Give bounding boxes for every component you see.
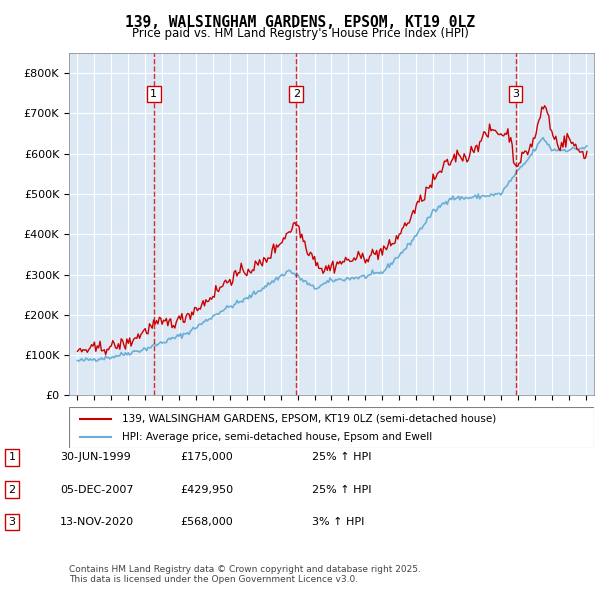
Text: HPI: Average price, semi-detached house, Epsom and Ewell: HPI: Average price, semi-detached house,…	[121, 432, 432, 442]
Text: 3: 3	[8, 517, 16, 527]
Text: 1: 1	[8, 453, 16, 462]
Text: Price paid vs. HM Land Registry's House Price Index (HPI): Price paid vs. HM Land Registry's House …	[131, 27, 469, 40]
Text: 25% ↑ HPI: 25% ↑ HPI	[312, 485, 371, 494]
Text: 139, WALSINGHAM GARDENS, EPSOM, KT19 0LZ: 139, WALSINGHAM GARDENS, EPSOM, KT19 0LZ	[125, 15, 475, 30]
Text: 05-DEC-2007: 05-DEC-2007	[60, 485, 133, 494]
Text: 3: 3	[512, 89, 519, 99]
Text: 13-NOV-2020: 13-NOV-2020	[60, 517, 134, 527]
Text: 25% ↑ HPI: 25% ↑ HPI	[312, 453, 371, 462]
Text: Contains HM Land Registry data © Crown copyright and database right 2025.
This d: Contains HM Land Registry data © Crown c…	[69, 565, 421, 584]
FancyBboxPatch shape	[69, 407, 594, 448]
Text: £568,000: £568,000	[180, 517, 233, 527]
Text: £429,950: £429,950	[180, 485, 233, 494]
Text: 139, WALSINGHAM GARDENS, EPSOM, KT19 0LZ (semi-detached house): 139, WALSINGHAM GARDENS, EPSOM, KT19 0LZ…	[121, 414, 496, 424]
Text: 30-JUN-1999: 30-JUN-1999	[60, 453, 131, 462]
Text: 2: 2	[8, 485, 16, 494]
Text: £175,000: £175,000	[180, 453, 233, 462]
Text: 2: 2	[293, 89, 300, 99]
Text: 1: 1	[150, 89, 157, 99]
Text: 3% ↑ HPI: 3% ↑ HPI	[312, 517, 364, 527]
